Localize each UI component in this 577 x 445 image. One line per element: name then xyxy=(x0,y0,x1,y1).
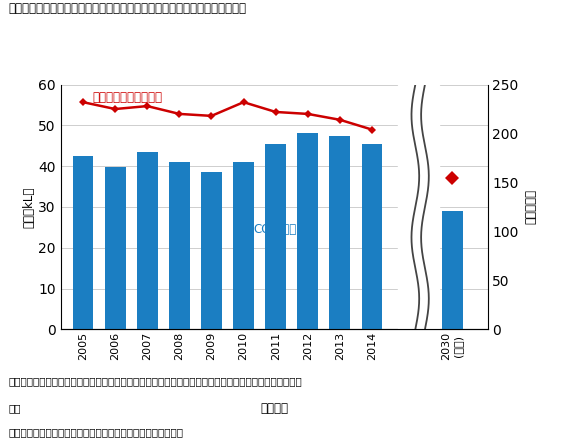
Text: （出所）資源エネルギー庁および環境省資料から大和総研作成: （出所）資源エネルギー庁および環境省資料から大和総研作成 xyxy=(9,427,183,437)
X-axis label: （年度）: （年度） xyxy=(260,402,288,415)
Y-axis label: （百万kL）: （百万kL） xyxy=(23,186,35,227)
Text: い。: い。 xyxy=(9,403,21,413)
Text: CO₂排出量: CO₂排出量 xyxy=(253,223,297,236)
Bar xyxy=(297,134,319,329)
Bar xyxy=(169,162,190,329)
Bar xyxy=(442,211,463,329)
Bar xyxy=(73,156,93,329)
Y-axis label: （百万ｔ）: （百万ｔ） xyxy=(524,190,537,224)
Text: 図　家庭部門の最終エネルギー消費量（折れ線）と二酸化炭素排出量（棒）: 図 家庭部門の最終エネルギー消費量（折れ線）と二酸化炭素排出量（棒） xyxy=(9,2,246,15)
Bar xyxy=(398,85,440,329)
Bar xyxy=(233,162,254,329)
Bar xyxy=(105,167,126,329)
Bar xyxy=(201,172,222,329)
Bar xyxy=(265,144,286,329)
Text: （注）家庭部門とは、冷暖房や給湯、厨房、照明、家電等の合計。自家用車やゴミ処理、水道は含まれな: （注）家庭部門とは、冷暖房や給湯、厨房、照明、家電等の合計。自家用車やゴミ処理、… xyxy=(9,376,302,386)
Bar xyxy=(362,144,383,329)
Bar xyxy=(137,152,158,329)
Bar xyxy=(329,136,350,329)
Text: 最終エネルギー消費量: 最終エネルギー消費量 xyxy=(93,91,163,104)
